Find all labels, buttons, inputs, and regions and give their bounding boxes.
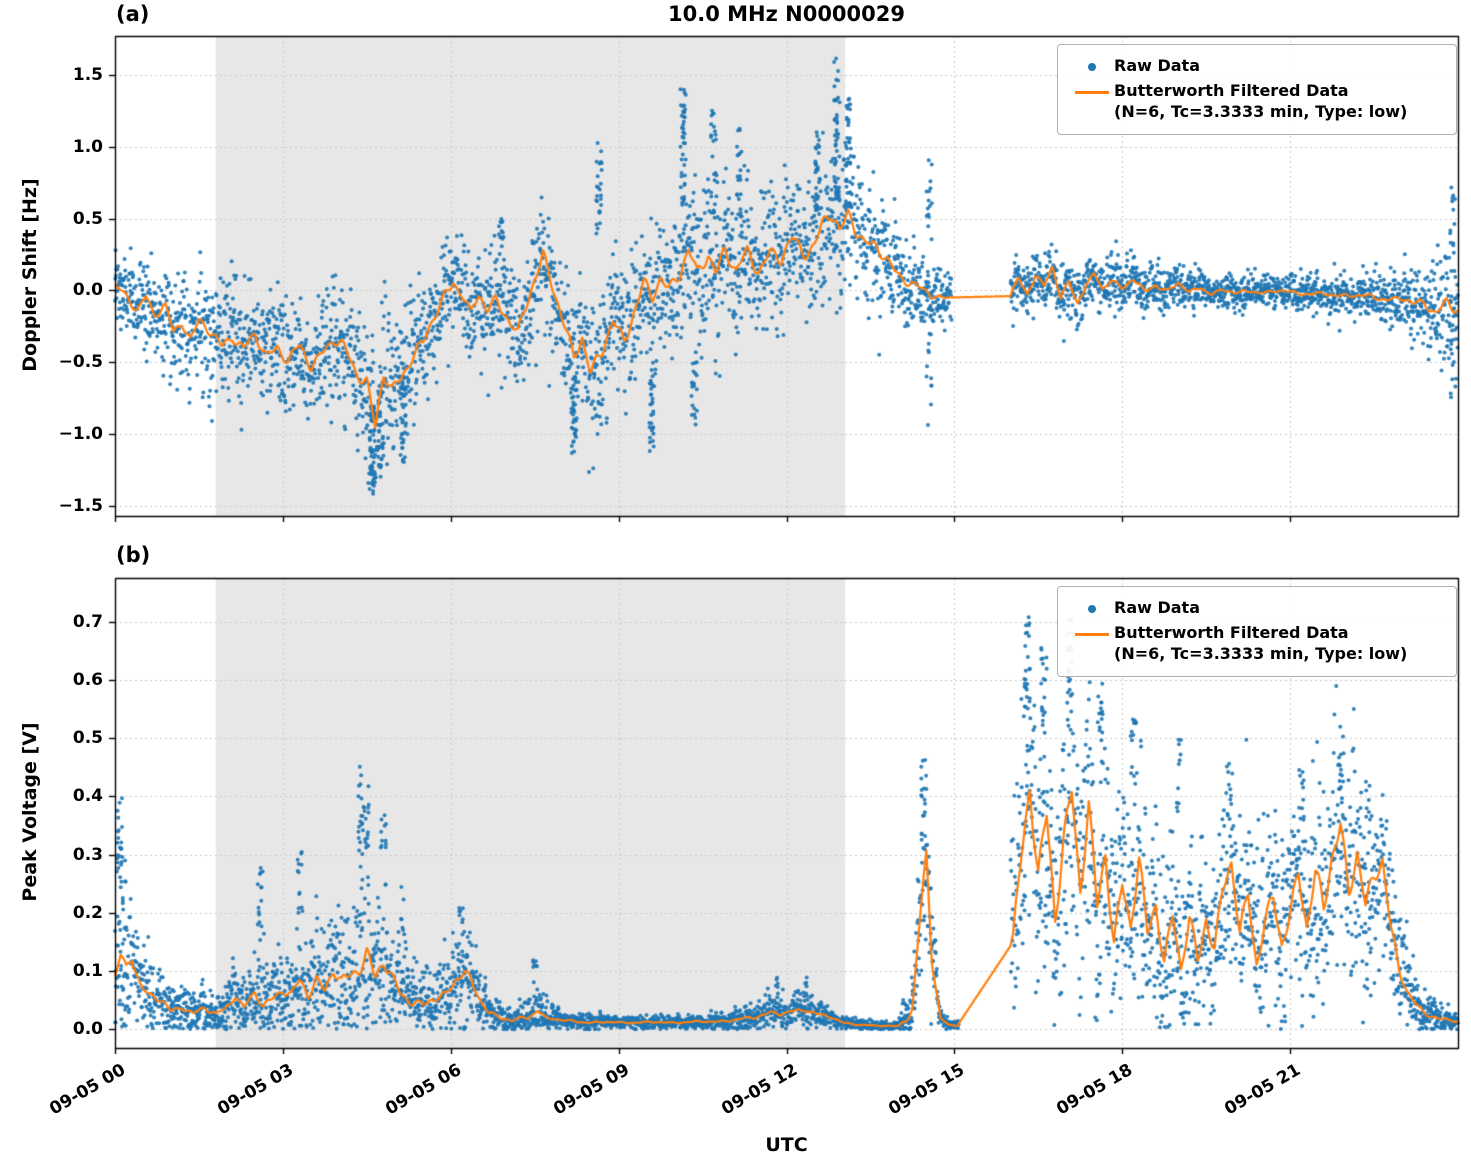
panel-label-b: (b) <box>116 543 151 567</box>
y-tick-label: 0.6 <box>72 669 103 690</box>
y-tick-label: 0.2 <box>72 902 103 923</box>
line-marker-icon <box>1075 632 1109 636</box>
y-tick-label: −1.0 <box>58 424 103 445</box>
y-tick-label: 1.0 <box>72 136 103 157</box>
panel-label-a: (a) <box>116 2 150 26</box>
legend-entry-raw: Raw Data <box>1070 56 1444 78</box>
y-tick-label: 0.4 <box>72 786 103 807</box>
legend-entry-filtered: Butterworth Filtered Data (N=6, Tc=3.333… <box>1070 623 1444 665</box>
legend-filtered-label: Butterworth Filtered Data (N=6, Tc=3.333… <box>1114 81 1407 123</box>
y-tick-label: −0.5 <box>58 352 103 373</box>
y-tick-label: 0.7 <box>72 611 103 632</box>
legend-filtered-label-line2: (N=6, Tc=3.3333 min, Type: low) <box>1114 643 1408 663</box>
legend-filtered-label-line1: Butterworth Filtered Data <box>1114 81 1349 100</box>
legend-panel-b: Raw Data Butterworth Filtered Data (N=6,… <box>1057 586 1457 677</box>
y-tick-label: 0.3 <box>72 844 103 865</box>
y-axis-label-doppler: Doppler Shift [Hz] <box>19 178 41 372</box>
y-tick-label: 0.1 <box>72 961 103 982</box>
y-tick-label: 0.0 <box>72 280 103 301</box>
legend-marker-col <box>1070 56 1114 78</box>
legend-filtered-label-line2: (N=6, Tc=3.3333 min, Type: low) <box>1114 101 1408 121</box>
y-tick-label: 0.5 <box>72 728 103 749</box>
y-axis-label-voltage: Peak Voltage [V] <box>19 722 41 902</box>
y-tick-label: 0.5 <box>72 208 103 229</box>
legend-entry-filtered: Butterworth Filtered Data (N=6, Tc=3.333… <box>1070 81 1444 123</box>
scatter-marker-icon <box>1088 605 1096 613</box>
legend-entry-raw: Raw Data <box>1070 598 1444 620</box>
legend-marker-col <box>1070 81 1114 103</box>
legend-marker-col <box>1070 598 1114 620</box>
legend-panel-a: Raw Data Butterworth Filtered Data (N=6,… <box>1057 44 1457 135</box>
legend-filtered-label: Butterworth Filtered Data (N=6, Tc=3.333… <box>1114 623 1407 665</box>
line-marker-icon <box>1075 90 1109 94</box>
y-tick-label: 1.5 <box>72 64 103 85</box>
legend-raw-label: Raw Data <box>1114 56 1200 75</box>
legend-raw-label: Raw Data <box>1114 598 1200 617</box>
y-tick-label: 0.0 <box>72 1019 103 1040</box>
y-tick-label: −1.5 <box>58 495 103 516</box>
x-axis-label: UTC <box>765 1134 808 1156</box>
scatter-marker-icon <box>1088 63 1096 71</box>
legend-filtered-label-line1: Butterworth Filtered Data <box>1114 623 1349 642</box>
chart-title: 10.0 MHz N0000029 <box>668 2 905 26</box>
legend-marker-col <box>1070 623 1114 645</box>
